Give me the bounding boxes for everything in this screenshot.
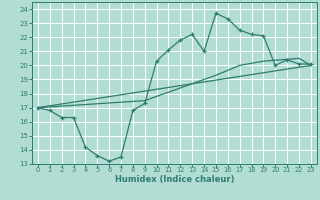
X-axis label: Humidex (Indice chaleur): Humidex (Indice chaleur) bbox=[115, 175, 234, 184]
